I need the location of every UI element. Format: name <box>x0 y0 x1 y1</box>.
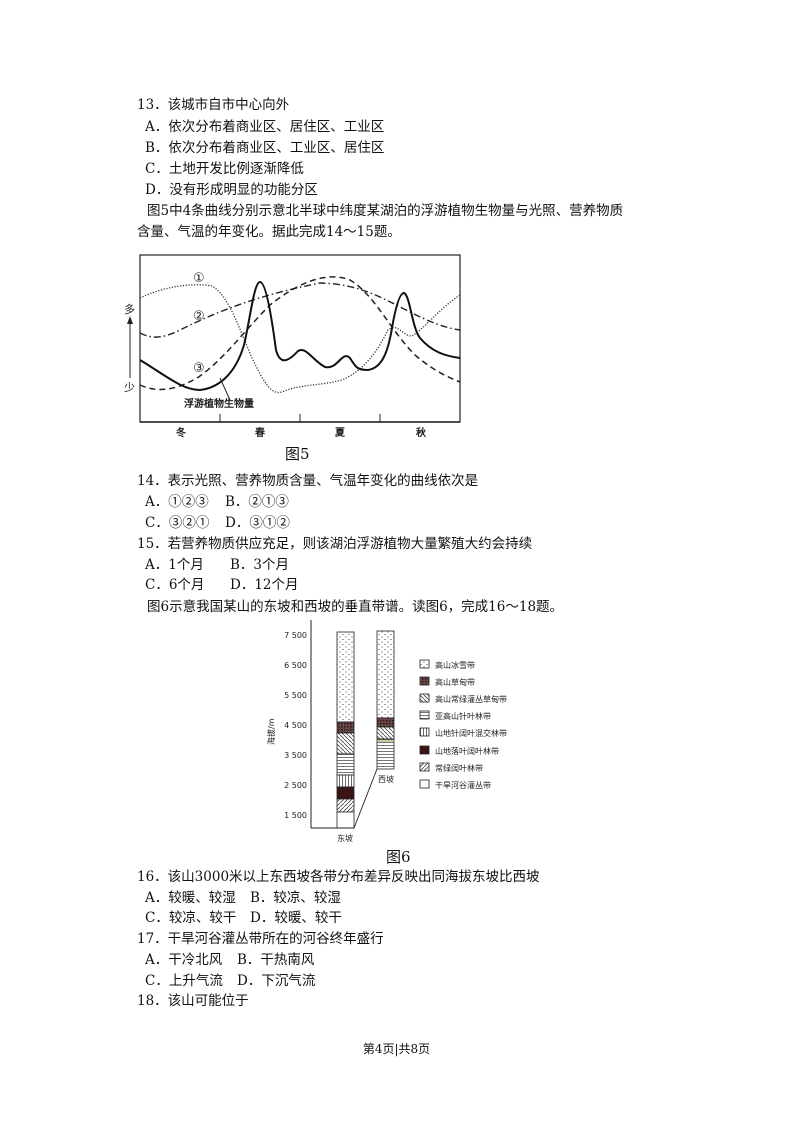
band-alpine-shrub-meadow <box>376 726 395 740</box>
figure6-caption: 图6 <box>386 848 411 866</box>
tick-4500: 4 500 <box>284 721 307 730</box>
tick-1500: 1 500 <box>284 811 307 820</box>
band-alpine-meadow <box>376 717 395 728</box>
page-footer: 第4页|共8页 <box>362 1042 431 1056</box>
q13-option-c: C．土地开发比例逐渐降低 <box>145 161 304 177</box>
curve-3-dashed <box>139 276 461 391</box>
curve-2-dashdot <box>139 282 461 338</box>
tick-3500: 3 500 <box>284 751 307 760</box>
legend-label: 高山常绿灌丛草甸带 <box>435 694 507 704</box>
curve-1-dotted <box>139 284 461 394</box>
q13-option-b: B．依次分布着商业区、工业区、居住区 <box>145 140 385 156</box>
q17-option-c: C．上升气流 <box>145 973 223 989</box>
figure6-legend: 高山冰雪带 高山草甸带 高山常绿灌丛草甸带 亚高山针叶林带 山地针阔叶混交林带 … <box>419 659 507 790</box>
q14-option-c: C．③②① <box>145 515 210 531</box>
legend-label: 高山冰雪带 <box>435 660 475 670</box>
q14-option-d: D．③①② <box>225 515 290 531</box>
q15-option-d: D．12个月 <box>230 577 299 593</box>
q16-option-a: A．较暖、较湿 <box>145 890 236 906</box>
figure5: 浮游植物生物量 ① ② ③ 多 少 冬 春 夏 秋 <box>124 254 461 439</box>
legend-label: 常绿阔叶林带 <box>435 763 483 773</box>
band-snow <box>336 631 355 723</box>
curve-label-1: ① <box>193 271 205 286</box>
tick-5500: 5 500 <box>284 691 307 700</box>
q17-option-b: B．干热南风 <box>237 952 315 968</box>
legend-swatch-subalpine-conifer <box>419 710 430 720</box>
q16-option-d: D．较暖、较干 <box>250 910 342 926</box>
band-mixed-forest <box>336 774 355 788</box>
east-slope-column <box>336 631 355 829</box>
series-label: 浮游植物生物量 <box>184 397 254 410</box>
legend-swatch-dry-valley <box>419 779 430 789</box>
band-evergreen-forest <box>336 798 355 813</box>
q13-option-a: A．依次分布着商业区、居住区、工业区 <box>145 119 385 135</box>
west-slope-column <box>376 630 395 770</box>
figure5-intro-line1: 图5中4条曲线分别示意北半球中纬度某湖泊的浮游植物生物量与光照、营养物质 <box>147 203 624 219</box>
tick-6500: 6 500 <box>284 661 307 670</box>
tick-2500: 2 500 <box>284 781 307 790</box>
legend-label: 亚高山针叶林带 <box>435 711 491 721</box>
q16-option-b: B．较凉、较湿 <box>250 890 341 906</box>
q16-option-c: C．较凉、较干 <box>145 910 237 926</box>
west-slope-label: 西坡 <box>378 774 394 784</box>
legend-swatch-snow <box>419 659 430 669</box>
legend-label: 山地针阔叶混交林带 <box>435 728 507 738</box>
elevation-ticks: 7 500 6 500 5 500 4 500 3 500 2 500 1 50… <box>284 631 307 820</box>
q14-stem: 14．表示光照、营养物质含量、气温年变化的曲线依次是 <box>137 473 479 489</box>
q13-stem: 13．该城市自市中心向外 <box>137 97 290 113</box>
band-snow <box>376 630 395 719</box>
q17-stem: 17．干旱河谷灌丛带所在的河谷终年盛行 <box>137 931 384 947</box>
figure6-intro: 图6示意我国某山的东坡和西坡的垂直带谱。读图6，完成16～18题。 <box>147 599 564 615</box>
figure5-intro-line2: 含量、气温的年变化。据此完成14～15题。 <box>137 224 401 240</box>
legend-label: 高山草甸带 <box>435 677 475 687</box>
q16-stem: 16．该山3000米以上东西坡各带分布差异反映出同海拔东坡比西坡 <box>137 869 540 885</box>
figure5-caption: 图5 <box>285 445 310 463</box>
phytoplankton-biomass-curve <box>139 280 461 392</box>
q14-option-b: B．②①③ <box>225 494 289 510</box>
series-label-leader <box>219 377 231 401</box>
season-summer: 夏 <box>334 427 346 439</box>
q15-option-b: B．3个月 <box>230 557 290 573</box>
figure5-frame <box>139 254 461 423</box>
season-winter: 冬 <box>176 426 186 439</box>
legend-swatch-mixed-forest <box>419 727 430 737</box>
curve-label-3: ③ <box>193 361 205 376</box>
legend-swatch-evergreen <box>419 762 430 772</box>
elevation-axis-label: 海拔/m <box>266 718 276 745</box>
season-autumn: 秋 <box>416 426 427 439</box>
band-alpine-meadow <box>336 721 355 734</box>
band-dry-valley-shrub <box>336 811 355 829</box>
season-spring: 春 <box>255 426 265 439</box>
q14-option-a: A．①②③ <box>145 494 209 510</box>
q15-stem: 15．若营养物质供应充足，则该湖泊浮游植物大量繁殖大约会持续 <box>137 536 533 552</box>
band-subalpine-conifer <box>336 753 355 776</box>
legend-swatch-deciduous <box>419 745 430 755</box>
q13-option-d: D．没有形成明显的功能分区 <box>145 182 318 198</box>
legend-swatch-alpine-shrub <box>419 693 430 703</box>
ground-profile <box>311 768 378 829</box>
q18-stem: 18．该山可能位于 <box>137 993 249 1009</box>
figure6: 海拔/m 7 500 6 500 5 500 4 500 3 500 2 500… <box>266 620 507 843</box>
q17-option-d: D．下沉气流 <box>237 973 316 989</box>
band-deciduous-forest <box>336 786 355 800</box>
q17-option-a: A．干冷北风 <box>145 952 223 968</box>
east-slope-label: 东坡 <box>337 833 353 843</box>
band-subalpine-conifer <box>376 738 395 770</box>
q15-option-a: A．1个月 <box>145 557 204 573</box>
y-arrowhead-icon <box>127 316 133 324</box>
y-low-label: 少 <box>124 381 135 394</box>
tick-7500: 7 500 <box>284 631 307 640</box>
q15-option-c: C．6个月 <box>145 577 205 593</box>
legend-swatch-alpine-meadow <box>419 676 430 686</box>
band-alpine-shrub-meadow <box>336 732 355 755</box>
legend-label: 干旱河谷灌丛带 <box>435 780 491 790</box>
legend-label: 山地落叶阔叶林带 <box>435 746 499 756</box>
y-high-label: 多 <box>124 302 135 316</box>
curve-label-2: ② <box>193 309 205 324</box>
